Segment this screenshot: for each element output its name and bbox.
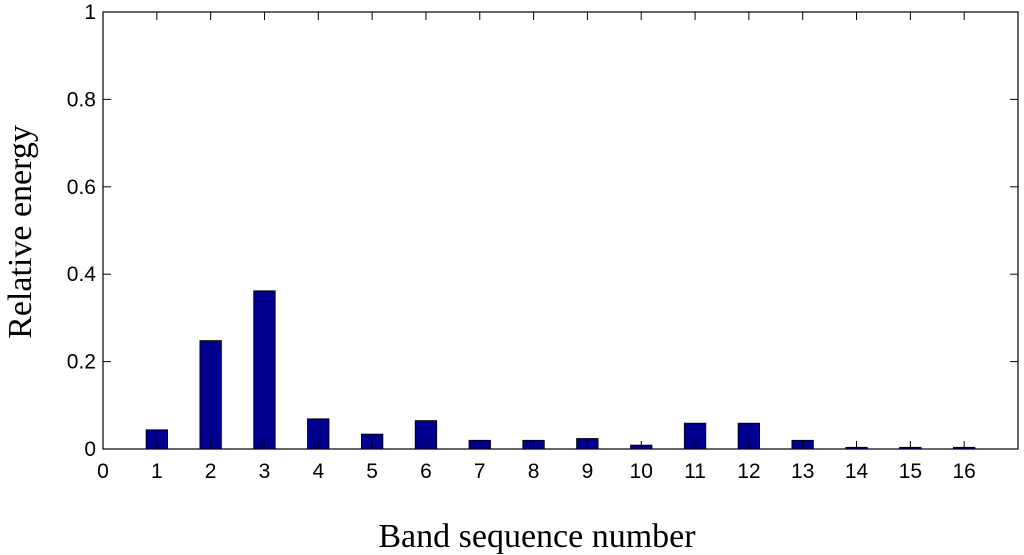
x-tick-label: 13 (791, 460, 814, 483)
x-tick-label: 10 (630, 460, 653, 483)
y-axis-ticks: 0 0.2 0.4 0.6 0.8 1 (67, 1, 1018, 461)
y-tick-label: 0.6 (67, 176, 96, 199)
bar-2 (199, 340, 222, 450)
x-tick-label: 6 (420, 460, 432, 483)
x-tick-label: 5 (366, 460, 378, 483)
y-tick-label: 0 (84, 438, 96, 461)
x-tick-label: 9 (582, 460, 594, 483)
x-tick-label: 12 (737, 460, 760, 483)
bar-3 (253, 290, 276, 450)
y-axis-title: Relative energy (2, 125, 39, 339)
x-tick-label: 3 (259, 460, 271, 483)
x-tick-label: 16 (952, 460, 975, 483)
y-tick-label: 0.4 (67, 263, 97, 286)
x-tick-label: 14 (845, 460, 869, 483)
x-tick-label: 1 (151, 460, 163, 483)
y-tick-label: 1 (84, 1, 96, 24)
plot-area (102, 11, 1019, 450)
x-axis-title: Band sequence number (378, 518, 696, 555)
x-axis-ticks: 0 1 2 3 4 5 6 7 8 9 10 11 12 13 14 15 16 (97, 12, 976, 483)
y-tick-label: 0.2 (67, 351, 96, 374)
x-tick-label: 4 (312, 460, 324, 483)
x-tick-label: 11 (684, 460, 706, 483)
x-tick-label: 7 (474, 460, 486, 483)
x-tick-label: 8 (528, 460, 540, 483)
x-tick-label: 15 (899, 460, 922, 483)
y-tick-label: 0.8 (67, 88, 96, 111)
x-tick-label: 0 (97, 460, 109, 483)
x-tick-label: 2 (205, 460, 217, 483)
